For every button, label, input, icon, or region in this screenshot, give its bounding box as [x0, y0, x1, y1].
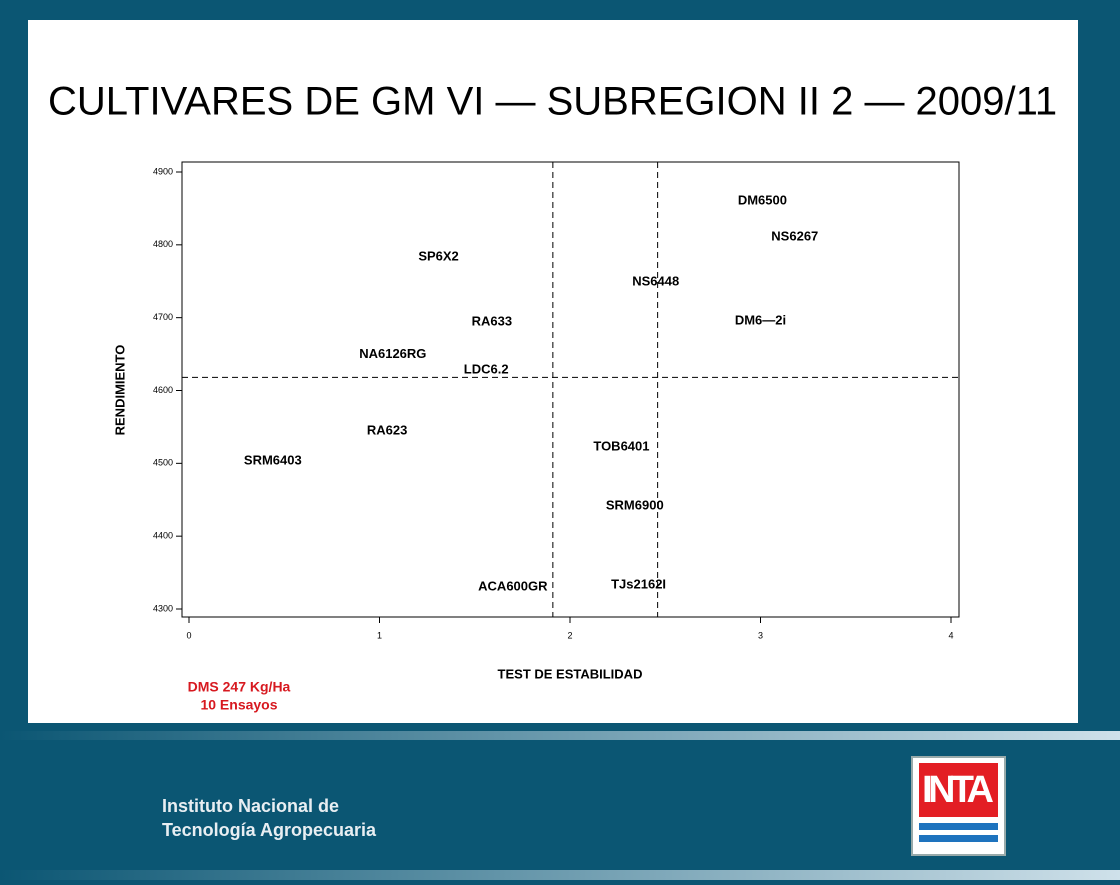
x-tick-label: 4	[948, 630, 953, 640]
y-tick-label: 4400	[153, 531, 173, 541]
y-tick-label: 4900	[153, 166, 173, 176]
stripe	[0, 870, 1120, 880]
y-tick-label: 4800	[153, 239, 173, 249]
stripe	[0, 731, 1120, 740]
point-label: DM6—2i	[735, 313, 786, 328]
y-tick-label: 4500	[153, 458, 173, 468]
panel	[28, 20, 1078, 723]
point-label: NS6448	[632, 273, 679, 288]
point-label: LDC6.2	[464, 362, 509, 377]
institution: Tecnología Agropecuaria	[162, 820, 377, 840]
logo-stripe	[919, 835, 998, 842]
logo: INTA	[911, 756, 1006, 856]
annotation: DMS 247 Kg/Ha	[188, 679, 291, 695]
point-label: NA6126RG	[359, 346, 426, 361]
chart-title: CULTIVARES DE GM VI — SUBREGION II 2 — 2…	[48, 80, 1057, 124]
point-label: ACA600GR	[478, 579, 548, 594]
point-label: DM6500	[738, 193, 787, 208]
point-label: SRM6403	[244, 453, 302, 468]
y-axis-label: RENDIMIENTO	[112, 345, 127, 436]
y-tick-label: 4300	[153, 603, 173, 613]
y-tick-label: 4700	[153, 312, 173, 322]
logo-text: INTA	[922, 769, 994, 811]
x-tick-label: 3	[758, 630, 763, 640]
point-label: TOB6401	[593, 439, 649, 454]
point-label: TJs2162I	[611, 576, 666, 591]
logo-stripe	[919, 823, 998, 830]
point-label: SP6X2	[418, 249, 458, 264]
y-tick-label: 4600	[153, 385, 173, 395]
point-label: RA633	[472, 313, 512, 328]
x-axis-label: TEST DE ESTABILIDAD	[498, 666, 643, 681]
x-tick-label: 0	[186, 630, 191, 640]
institution: Instituto Nacional de	[162, 796, 339, 816]
point-label: RA623	[367, 423, 407, 438]
point-label: SRM6900	[606, 498, 664, 513]
annotation: 10 Ensayos	[200, 697, 277, 713]
point-label: NS6267	[771, 228, 818, 243]
logo-red	[919, 763, 998, 817]
x-tick-label: 2	[567, 630, 572, 640]
x-tick-label: 1	[377, 630, 382, 640]
